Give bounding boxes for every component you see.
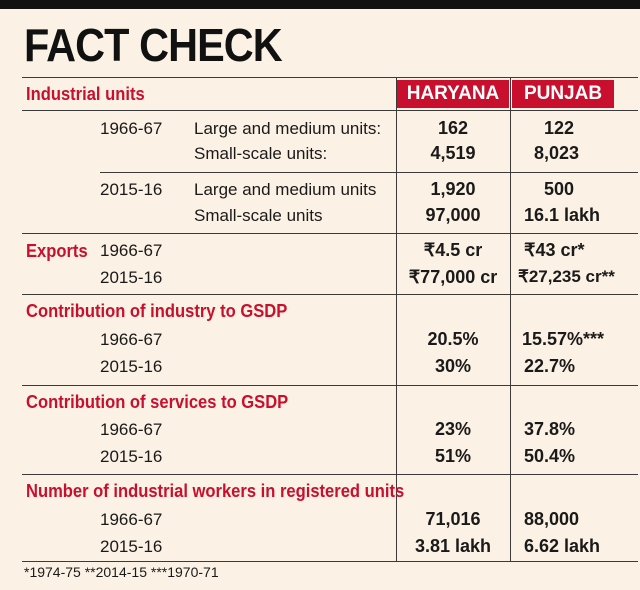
row-year: 2015-16 [100,537,163,556]
row-label: Large and medium units: [194,119,382,138]
row-year: 2015-16 [100,447,163,466]
row-year: 1966-67 [100,420,163,439]
section-heading-industry-gsdp: Contribution of industry to GSDP [26,301,288,321]
punjab-value: 50.4% [524,446,576,466]
row-year: 1966-67 [100,241,163,260]
punjab-value: 500 [544,179,575,199]
haryana-value: 71,016 [425,509,481,529]
divider [100,172,638,173]
row-label: Small-scale units: [194,144,328,163]
haryana-value: 97,000 [425,205,481,225]
divider [22,474,638,475]
section-heading-exports: Exports [26,241,88,261]
haryana-value: ₹77,000 cr [408,267,498,287]
haryana-value: 30% [434,356,472,376]
column-header-punjab: PUNJAB [512,80,614,108]
punjab-value: 16.1 lakh [524,205,601,225]
section-heading-industrial-units: Industrial units [26,84,145,104]
divider [22,77,638,78]
divider [22,561,638,562]
row-year: 2015-16 [100,268,163,287]
punjab-value: 88,000 [524,509,580,529]
divider [22,233,638,234]
row-year: 2015-16 [100,357,163,376]
punjab-value: 8,023 [534,143,580,163]
punjab-value: 6.62 lakh [524,536,601,556]
footnote: *1974-75 **2014-15 ***1970-71 [24,564,219,580]
punjab-value: ₹27,235 cr** [518,267,615,286]
punjab-value: 22.7% [524,356,576,376]
column-divider [396,78,397,562]
divider [22,385,638,386]
haryana-value: 20.5% [427,329,479,349]
punjab-value: ₹43 cr* [524,240,585,260]
punjab-value: 15.57%*** [522,329,605,349]
section-heading-industrial-workers: Number of industrial workers in register… [26,481,405,501]
top-bar [0,0,640,9]
divider [22,110,638,111]
haryana-value: 23% [434,419,472,439]
column-header-haryana: HARYANA [397,80,509,108]
row-label: Large and medium units [194,180,377,199]
row-label: Small-scale units [194,206,323,225]
row-year: 1966-67 [100,510,163,529]
haryana-value: 162 [437,118,469,138]
punjab-value: 122 [544,118,575,138]
haryana-value: 51% [434,446,472,466]
row-year: 2015-16 [100,180,163,199]
section-heading-services-gsdp: Contribution of services to GSDP [26,392,289,412]
row-year: 1966-67 [100,330,163,349]
haryana-value: 4,519 [430,143,476,163]
row-year: 1966-67 [100,119,163,138]
haryana-value: 3.81 lakh [414,536,492,556]
column-divider [510,78,511,562]
punjab-value: 37.8% [524,419,576,439]
haryana-value: ₹4.5 cr [423,240,483,260]
haryana-value: 1,920 [430,179,476,199]
divider [22,294,638,295]
page-title: FACT CHECK [24,19,283,71]
